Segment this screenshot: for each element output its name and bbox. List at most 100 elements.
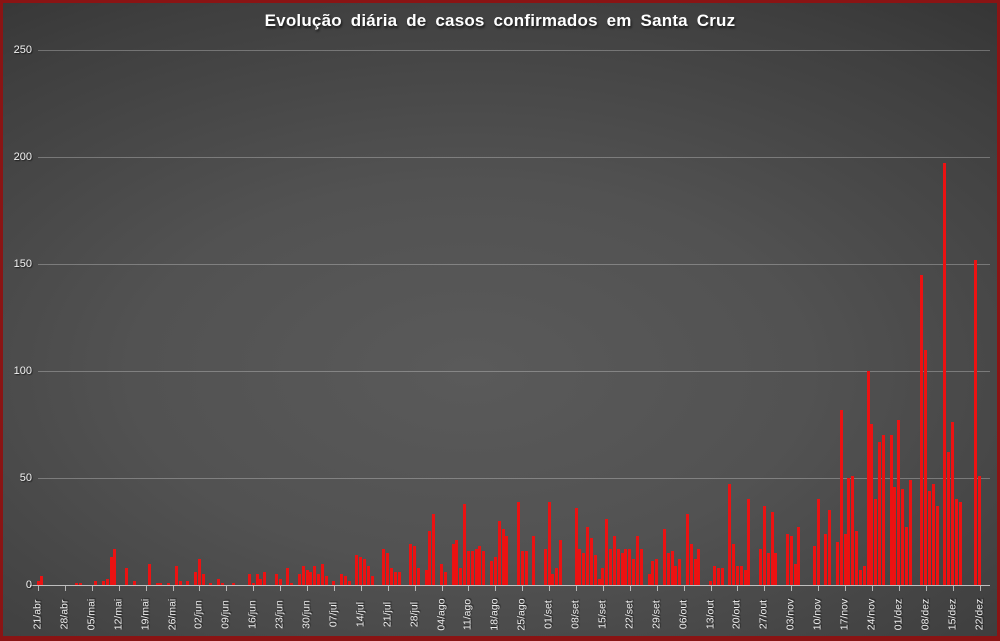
bar (878, 442, 882, 585)
x-tick-mark (629, 586, 631, 591)
bar (743, 570, 747, 585)
x-tick-label: 06/out (677, 599, 690, 630)
bar (689, 544, 693, 585)
bar (397, 572, 401, 585)
y-tick-label: 100 (13, 364, 32, 377)
bar (543, 549, 547, 585)
y-tick-label: 150 (13, 257, 32, 270)
bar (217, 579, 221, 585)
bar (758, 549, 762, 585)
chart-title: Evolução diária de casos confirmados em … (264, 11, 736, 30)
bar (105, 579, 109, 585)
bar (247, 574, 251, 585)
bar (870, 424, 874, 585)
bar (662, 529, 666, 585)
bar (167, 583, 171, 585)
x-tick-mark (414, 586, 416, 591)
y-tick-label: 0 (25, 578, 32, 591)
bar (159, 583, 163, 585)
x-tick-mark (145, 586, 147, 591)
bar (789, 536, 793, 585)
bar (620, 553, 624, 585)
bar (582, 553, 586, 585)
bar (797, 527, 801, 585)
bar (920, 275, 924, 585)
bar (232, 583, 236, 585)
bar (647, 574, 651, 585)
bar (847, 478, 851, 585)
bar (655, 559, 659, 585)
bar (935, 506, 939, 585)
bar (954, 499, 958, 585)
x-tick-label: 28/abr (58, 599, 71, 630)
bar (259, 579, 263, 585)
bar (524, 551, 528, 585)
bar (416, 568, 420, 585)
x-tick-mark (898, 586, 900, 591)
x-tick-label: 19/mai (139, 598, 152, 631)
bar (559, 540, 563, 585)
bar (317, 574, 321, 585)
x-tick-mark (360, 586, 362, 591)
bar (651, 561, 655, 585)
y-tick-label: 250 (13, 43, 32, 56)
gridline (38, 50, 990, 51)
bar (628, 549, 632, 585)
bar (547, 502, 551, 585)
x-tick-mark (818, 586, 820, 591)
x-tick-label: 15/set (596, 600, 609, 629)
x-tick-mark (737, 586, 739, 591)
bar (290, 583, 294, 585)
bar (359, 557, 363, 585)
x-tick-label: 11/ago (461, 598, 474, 631)
bar (978, 476, 982, 585)
bar (947, 452, 951, 585)
bar (101, 581, 105, 585)
bar (609, 549, 613, 585)
bar (816, 499, 820, 585)
bar (551, 574, 555, 585)
bar (451, 544, 455, 585)
x-axis-line (30, 585, 990, 586)
gridline (38, 157, 990, 158)
bar (255, 574, 259, 585)
bar (612, 536, 616, 585)
bar (685, 514, 689, 585)
bar (505, 536, 509, 585)
bar (601, 568, 605, 585)
bar (124, 568, 128, 585)
bar (278, 579, 282, 585)
x-tick-mark (280, 586, 282, 591)
bar (862, 566, 866, 585)
bar (951, 422, 955, 585)
bar (363, 559, 367, 585)
x-tick-mark (549, 586, 551, 591)
bar (113, 549, 117, 585)
bar (824, 534, 828, 585)
bar (770, 512, 774, 585)
bar (313, 566, 317, 585)
bar (605, 519, 609, 585)
bar (489, 561, 493, 585)
bar (905, 527, 909, 585)
x-tick-mark (952, 586, 954, 591)
bar (390, 568, 394, 585)
x-tick-mark (979, 586, 981, 591)
bar (639, 549, 643, 585)
x-tick-mark (172, 586, 174, 591)
x-tick-mark (226, 586, 228, 591)
bar (459, 568, 463, 585)
bar (370, 576, 374, 585)
bar (393, 572, 397, 585)
x-tick-label: 30/jun (300, 600, 313, 629)
bar (555, 568, 559, 585)
x-tick-label: 25/ago (515, 598, 528, 631)
bar (574, 508, 578, 585)
x-tick-mark (333, 586, 335, 591)
bar (766, 553, 770, 585)
bar (209, 583, 213, 585)
x-tick-label: 02/jun (192, 600, 205, 629)
bar (597, 579, 601, 585)
bar (678, 559, 682, 585)
